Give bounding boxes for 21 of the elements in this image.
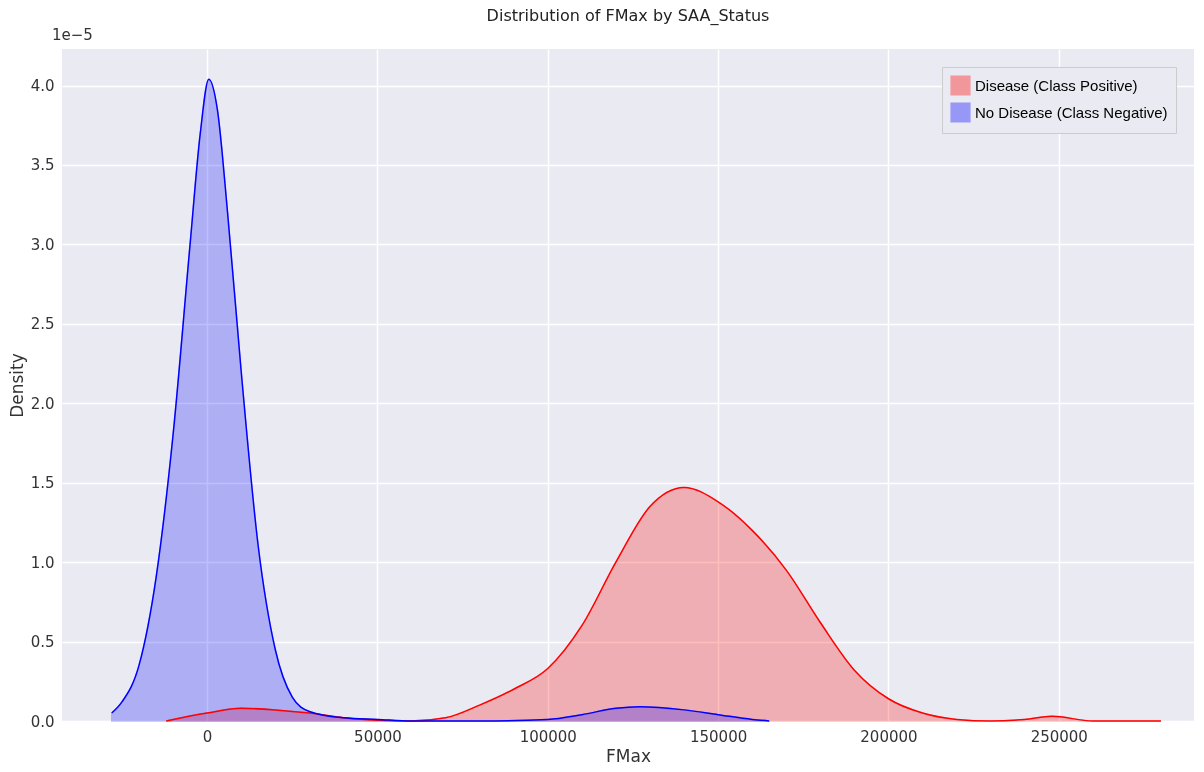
x-tick-label: 0 bbox=[202, 727, 213, 746]
x-tick-label: 50000 bbox=[354, 727, 402, 746]
y-tick-label: 1.5 bbox=[30, 474, 55, 493]
y-tick-label: 0.0 bbox=[30, 712, 55, 731]
legend-label: Disease (Class Positive) bbox=[975, 76, 1138, 94]
y-tick-label: 3.0 bbox=[30, 235, 55, 254]
y-tick-label: 0.5 bbox=[30, 633, 55, 652]
y-tick-label: 2.0 bbox=[30, 394, 55, 413]
text: 1e−5 bbox=[52, 26, 93, 44]
x-axis-title: FMax bbox=[606, 745, 651, 766]
legend-label: No Disease (Class Negative) bbox=[975, 103, 1168, 121]
x-tick-label: 100000 bbox=[519, 727, 577, 746]
chart-title: Distribution of FMax by SAA_Status bbox=[486, 6, 770, 26]
y-tick-label: 2.5 bbox=[30, 315, 55, 334]
x-tick-label: 150000 bbox=[689, 727, 748, 746]
y-tick-label: 1.0 bbox=[30, 553, 55, 572]
x-tick-label: 200000 bbox=[860, 727, 918, 746]
y-axis-title: Density bbox=[6, 353, 27, 418]
y-tick-label: 4.0 bbox=[30, 77, 55, 96]
y-tick-label: 3.5 bbox=[30, 156, 55, 175]
x-tick-label: 250000 bbox=[1030, 727, 1088, 746]
